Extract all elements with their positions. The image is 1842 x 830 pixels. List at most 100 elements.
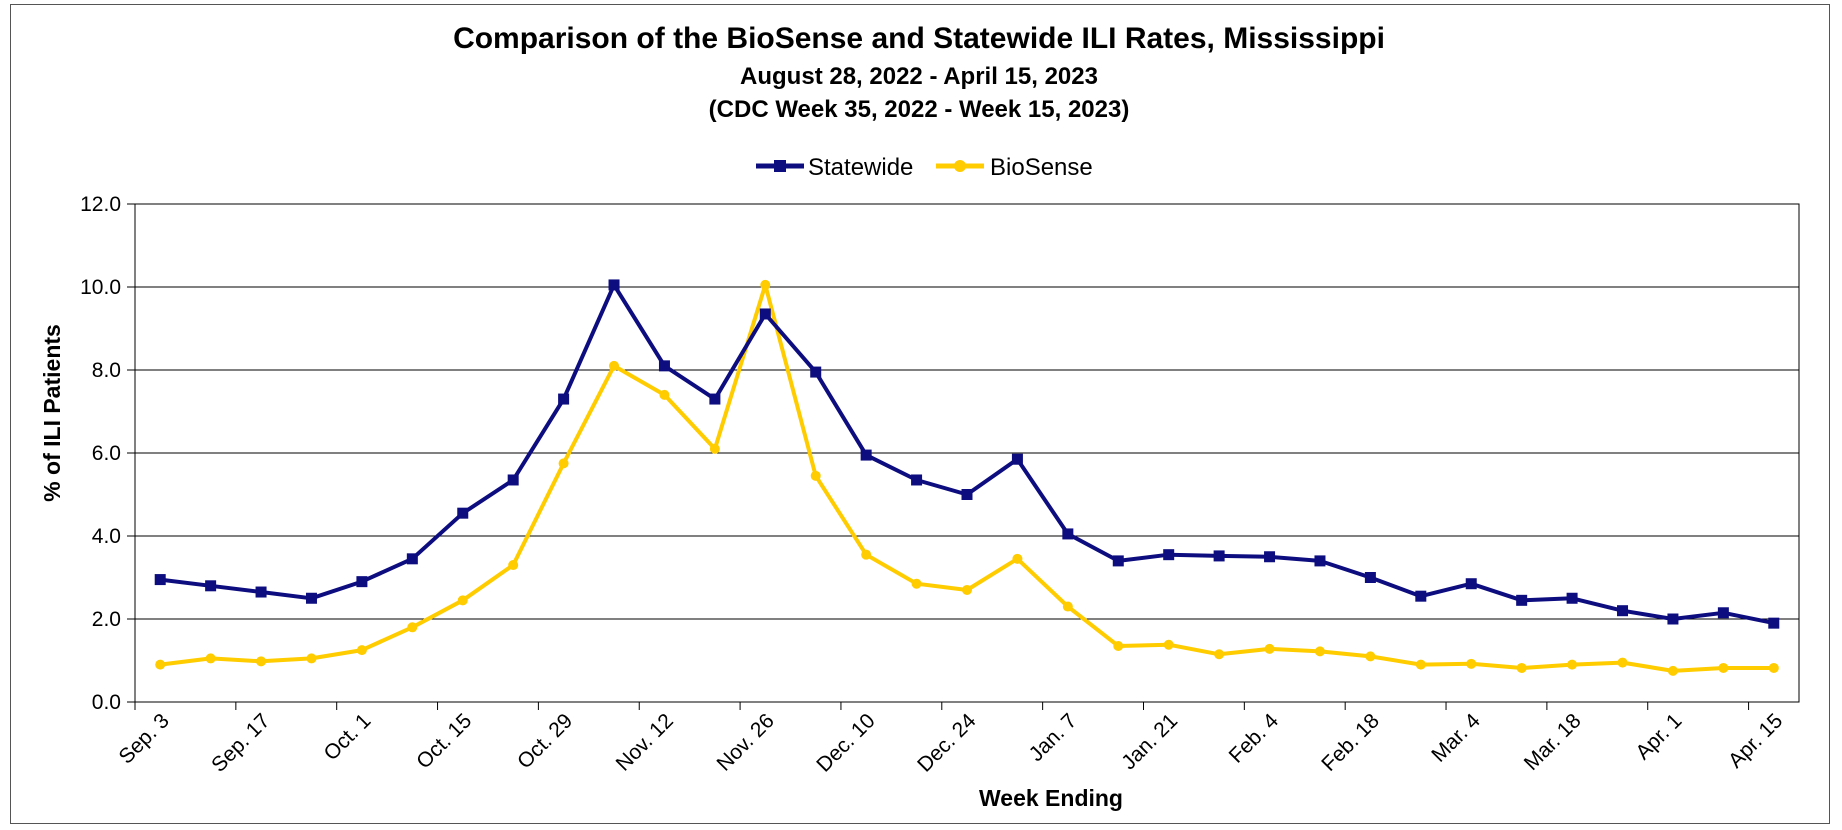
data-point-biosense [1214, 649, 1225, 660]
x-tick-label: Sep. 3 [115, 709, 174, 768]
data-point-biosense [155, 659, 166, 670]
data-point-statewide [1314, 555, 1326, 567]
data-point-biosense [457, 595, 468, 606]
data-point-statewide [1163, 549, 1175, 561]
data-point-biosense [1768, 662, 1779, 673]
y-axis-ticks: 0.0 2.0 4.0 6.0 8.0 10.0 12.0 [80, 193, 135, 714]
data-point-biosense [1718, 662, 1729, 673]
data-point-statewide [1768, 617, 1780, 629]
x-tick-label: Jan. 7 [1025, 709, 1082, 766]
x-tick-label: Sep. 17 [207, 709, 274, 776]
data-point-statewide [961, 489, 973, 500]
data-point-biosense [810, 470, 821, 481]
x-tick-label: Oct. 1 [320, 709, 376, 765]
plot-area-border [134, 203, 1800, 703]
data-point-statewide [709, 393, 721, 405]
data-point-statewide [1062, 528, 1074, 540]
data-point-statewide [1112, 555, 1124, 567]
legend-item-statewide: Statewide [756, 154, 913, 181]
data-point-statewide [1213, 550, 1225, 562]
chart-frame: Comparison of the BioSense and Statewide… [10, 4, 1830, 824]
data-point-biosense [256, 656, 267, 667]
data-point-statewide [1364, 572, 1376, 583]
data-point-statewide [810, 366, 822, 378]
data-point-statewide [911, 474, 923, 486]
data-point-biosense [962, 584, 972, 595]
data-point-biosense [609, 360, 620, 371]
data-point-statewide [1264, 551, 1276, 563]
data-point-statewide [1717, 607, 1729, 619]
x-tick-label: Jan. 21 [1117, 709, 1182, 774]
data-point-biosense [558, 458, 569, 469]
data-point-biosense [1466, 658, 1477, 669]
legend-label-biosense: BioSense [990, 154, 1093, 181]
data-point-biosense [1264, 643, 1275, 654]
x-tick-label: Apr. 15 [1724, 709, 1787, 772]
x-axis-ticks: Sep. 3 Sep. 17 Oct. 1 Oct. 15 Oct. 29 Nov. 12… [115, 702, 1787, 777]
data-point-statewide [457, 507, 469, 519]
data-point-biosense [1667, 665, 1678, 676]
data-point-biosense [306, 653, 317, 664]
data-point-biosense [407, 622, 418, 633]
x-tick-label: Oct. 15 [412, 709, 476, 773]
data-point-biosense [1516, 662, 1527, 673]
data-point-statewide [1516, 594, 1528, 606]
data-point-biosense [508, 560, 519, 571]
data-point-statewide [1566, 592, 1578, 604]
y-tick-label: 8.0 [92, 359, 121, 382]
data-point-statewide [1465, 578, 1477, 590]
data-point-statewide [356, 576, 368, 588]
data-point-biosense [1163, 639, 1174, 650]
data-point-biosense [1567, 659, 1578, 670]
y-tick-label: 0.0 [92, 691, 121, 714]
data-point-statewide [1011, 453, 1023, 465]
data-point-statewide [558, 393, 570, 405]
series-line-statewide [159, 282, 1775, 626]
series-statewide [154, 279, 1780, 629]
data-point-biosense [1113, 640, 1124, 651]
x-tick-label: Dec. 10 [812, 709, 879, 776]
data-point-statewide [759, 308, 771, 320]
series-biosense [155, 279, 1779, 676]
data-point-statewide [1415, 590, 1427, 602]
x-tick-label: Feb. 4 [1225, 709, 1284, 768]
data-point-biosense [1415, 659, 1426, 670]
x-tick-label: Oct. 29 [513, 709, 577, 773]
data-point-biosense [1314, 646, 1325, 657]
y-tick-label: 4.0 [92, 525, 121, 548]
data-point-statewide [1617, 605, 1629, 617]
data-point-statewide [154, 574, 166, 586]
legend-marker-statewide [774, 160, 786, 172]
y-axis-title: % of ILI Patients [39, 324, 65, 502]
x-tick-label: Dec. 24 [913, 709, 981, 777]
y-tick-label: 12.0 [80, 193, 121, 216]
chart-svg: Comparison of the BioSense and Statewide… [39, 22, 1800, 811]
data-point-biosense [1365, 651, 1376, 662]
data-point-statewide [406, 553, 418, 565]
y-tick-label: 6.0 [92, 442, 121, 465]
data-point-biosense [1617, 657, 1628, 668]
data-point-statewide [255, 586, 267, 598]
series-line-biosense [159, 282, 1774, 673]
x-tick-label: Mar. 18 [1520, 709, 1586, 775]
data-point-statewide [1667, 613, 1679, 625]
data-point-statewide [507, 474, 519, 486]
y-tick-label: 2.0 [92, 608, 121, 631]
x-tick-label: Mar. 4 [1427, 709, 1485, 767]
data-point-biosense [356, 645, 367, 656]
data-point-biosense [861, 549, 872, 560]
series-layer [154, 279, 1780, 676]
legend: Statewide BioSense [756, 154, 1093, 181]
data-point-statewide [608, 279, 620, 291]
data-point-biosense [205, 653, 216, 664]
x-tick-label: Nov. 12 [612, 709, 678, 775]
chart-subtitle-1: August 28, 2022 - April 15, 2023 [740, 63, 1098, 90]
data-point-statewide [860, 449, 872, 461]
data-point-biosense [911, 578, 922, 589]
data-point-biosense [659, 389, 670, 400]
data-point-biosense [1012, 553, 1023, 564]
data-point-biosense [1062, 601, 1073, 612]
x-axis-title: Week Ending [979, 785, 1123, 811]
data-point-statewide [205, 580, 217, 592]
legend-label-statewide: Statewide [808, 154, 913, 181]
